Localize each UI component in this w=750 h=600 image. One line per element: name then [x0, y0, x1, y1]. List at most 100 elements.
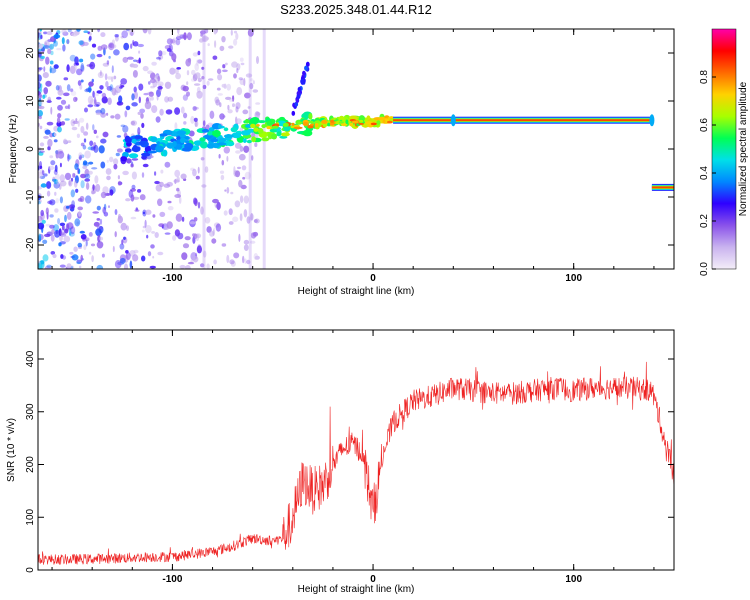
noise-speck: [205, 37, 210, 40]
noise-speck: [187, 261, 195, 265]
noise-speck: [111, 44, 117, 49]
noise-speck: [157, 251, 164, 256]
noise-speck: [244, 92, 251, 99]
noise-speck: [85, 182, 90, 190]
noise-speck: [39, 29, 42, 32]
trace-blob: [170, 131, 179, 137]
noise-speck: [234, 170, 241, 178]
noise-speck: [78, 40, 84, 45]
trace-core: [382, 119, 386, 124]
noise-speck: [240, 62, 245, 66]
noise-speck: [125, 198, 131, 202]
noise-speck: [82, 165, 88, 170]
noise-speck: [226, 187, 230, 194]
noise-speck: [66, 64, 70, 73]
noise-speck: [196, 233, 202, 239]
noise-speck: [219, 113, 225, 120]
trace-blob: [242, 138, 247, 144]
snr-background: [38, 330, 674, 570]
noise-speck: [190, 167, 195, 171]
noise-speck: [93, 129, 98, 134]
noise-speck: [132, 196, 140, 200]
noise-speck: [88, 251, 92, 255]
noise-speck: [215, 223, 222, 232]
noise-speck: [39, 165, 43, 169]
noise-speck: [200, 263, 205, 268]
noise-speck: [232, 95, 235, 102]
noise-speck: [60, 99, 67, 105]
noise-speck: [73, 96, 78, 102]
noise-speck: [245, 73, 253, 78]
noise-speck: [92, 184, 95, 191]
noise-speck: [102, 208, 107, 214]
noise-speck: [74, 56, 79, 65]
noise-speck: [186, 32, 192, 41]
noise-speck: [234, 200, 241, 208]
noise-speck: [150, 85, 155, 89]
trace-blob: [199, 141, 208, 149]
noise-speck: [212, 55, 218, 60]
noise-speck: [65, 205, 70, 209]
noise-speck: [49, 65, 52, 74]
trace-blob: [231, 132, 242, 139]
noise-speck: [164, 96, 170, 103]
noise-speck: [141, 172, 145, 178]
noise-speck: [201, 35, 209, 42]
trace-blob: [257, 120, 266, 124]
trace-blob: [257, 127, 264, 134]
noise-speck: [222, 69, 228, 73]
noise-speck: [42, 239, 48, 244]
noise-speck: [80, 79, 84, 83]
noise-speck: [45, 80, 52, 87]
noise-speck: [122, 170, 129, 176]
trace-blob: [147, 150, 157, 154]
noise-speck: [166, 38, 173, 45]
noise-speck: [207, 43, 210, 47]
noise-speck: [99, 70, 102, 77]
noise-speck: [182, 243, 190, 249]
noise-speck: [185, 58, 191, 67]
trace-core: [253, 127, 259, 132]
trace-blob: [280, 132, 290, 137]
noise-speck: [44, 129, 51, 135]
noise-speck: [232, 103, 235, 108]
noise-speck: [156, 93, 159, 101]
trace-core: [256, 124, 260, 127]
noise-speck: [87, 146, 95, 151]
noise-speck: [164, 81, 172, 90]
noise-speck: [54, 173, 60, 181]
noise-speck: [38, 88, 42, 92]
noise-speck: [194, 83, 201, 86]
noise-speck: [225, 62, 228, 66]
noise-speck: [63, 92, 70, 97]
snr-y-tick-label: 0: [25, 567, 36, 573]
noise-speck: [108, 42, 115, 51]
noise-speck: [63, 77, 69, 81]
noise-speck: [142, 163, 149, 168]
noise-speck: [88, 35, 92, 41]
noise-speck: [92, 211, 99, 214]
noise-speck: [255, 102, 261, 105]
noise-speck: [85, 239, 88, 247]
noise-speck: [71, 254, 79, 261]
noise-speck: [43, 66, 46, 72]
noise-speck: [132, 254, 139, 262]
plume-blob: [306, 61, 310, 67]
noise-speck: [121, 239, 124, 245]
trace-core: [345, 119, 349, 125]
noise-speck: [59, 222, 66, 227]
noise-speck: [74, 175, 79, 184]
noise-speck: [235, 102, 241, 110]
noise-speck: [84, 178, 90, 182]
noise-speck: [172, 37, 177, 45]
trace-core: [370, 122, 377, 126]
noise-speck: [238, 179, 243, 188]
noise-speck: [172, 235, 177, 241]
noise-speck: [69, 54, 77, 62]
noise-speck: [154, 180, 160, 185]
noise-speck: [159, 181, 164, 187]
trace-core: [358, 122, 364, 125]
noise-speck: [206, 263, 210, 269]
